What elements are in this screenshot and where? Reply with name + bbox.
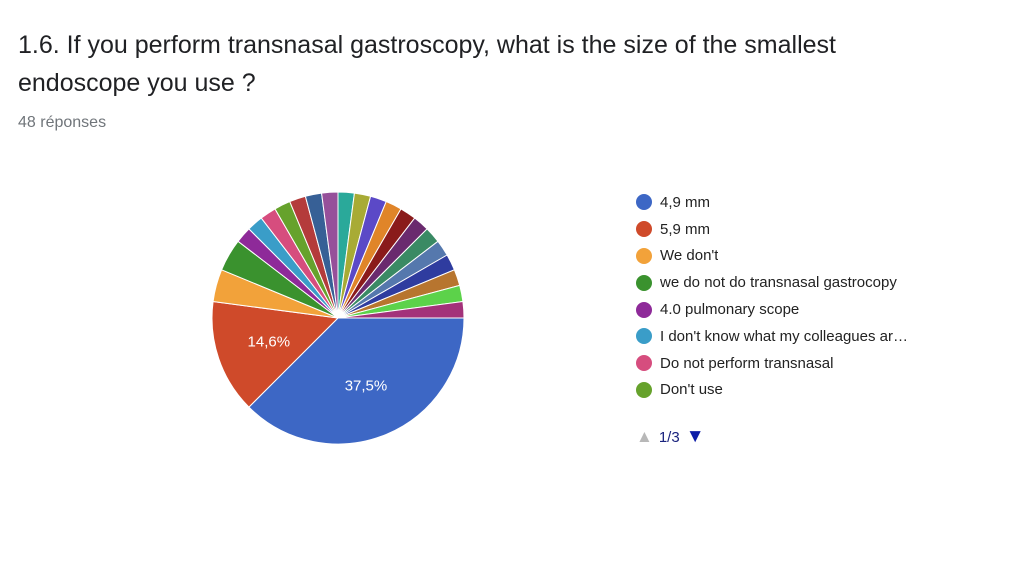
- legend-color-swatch: [636, 194, 652, 211]
- legend-item[interactable]: I don't know what my colleagues ar…: [636, 323, 966, 350]
- pie-slice[interactable]: [248, 317, 465, 445]
- pie-slice[interactable]: [211, 300, 340, 408]
- question-title: 1.6. If you perform transnasal gastrosco…: [18, 31, 836, 97]
- legend-color-swatch: [636, 355, 652, 372]
- legend-pager: ▲ 1/3 ▼: [636, 426, 705, 448]
- legend-item[interactable]: 4.0 pulmonary scope: [636, 296, 966, 323]
- legend-color-swatch: [636, 301, 652, 318]
- next-page-icon[interactable]: ▼: [685, 426, 705, 447]
- legend-label: We don't: [660, 247, 719, 265]
- legend-label: Don't use: [660, 381, 723, 399]
- legend-item[interactable]: We don't: [636, 243, 966, 270]
- legend-color-swatch: [636, 328, 652, 345]
- response-count: 48 réponses: [18, 114, 107, 131]
- slice-percent-label: 37,5%: [345, 378, 388, 395]
- legend-label: Do not perform transnasal: [660, 354, 834, 372]
- legend-item[interactable]: Do not perform transnasal: [636, 350, 966, 377]
- legend-label: 5,9 mm: [660, 220, 711, 238]
- legend-color-swatch: [636, 274, 652, 291]
- pie-slice[interactable]: [337, 300, 465, 319]
- legend-color-swatch: [636, 247, 652, 264]
- legend-label: 4,9 mm: [660, 193, 711, 211]
- slice-percent-label: 14,6%: [248, 333, 291, 350]
- legend-color-swatch: [636, 221, 652, 238]
- legend-item[interactable]: Don't use: [636, 377, 966, 404]
- legend-item[interactable]: 4,9 mm: [636, 189, 966, 216]
- chart-legend: 4,9 mm 5,9 mm We don't we do not do transna…: [636, 189, 966, 403]
- legend-label: we do not do transnasal gastrocopy: [660, 274, 897, 292]
- legend-page-label: 1/3: [658, 428, 680, 446]
- legend-label: I don't know what my colleagues ar…: [660, 327, 908, 345]
- previous-page-icon[interactable]: ▲: [636, 427, 653, 446]
- legend-label: 4.0 pulmonary scope: [660, 301, 800, 319]
- legend-color-swatch: [636, 381, 652, 398]
- legend-item[interactable]: 5,9 mm: [636, 216, 966, 243]
- legend-item[interactable]: we do not do transnasal gastrocopy: [636, 269, 966, 296]
